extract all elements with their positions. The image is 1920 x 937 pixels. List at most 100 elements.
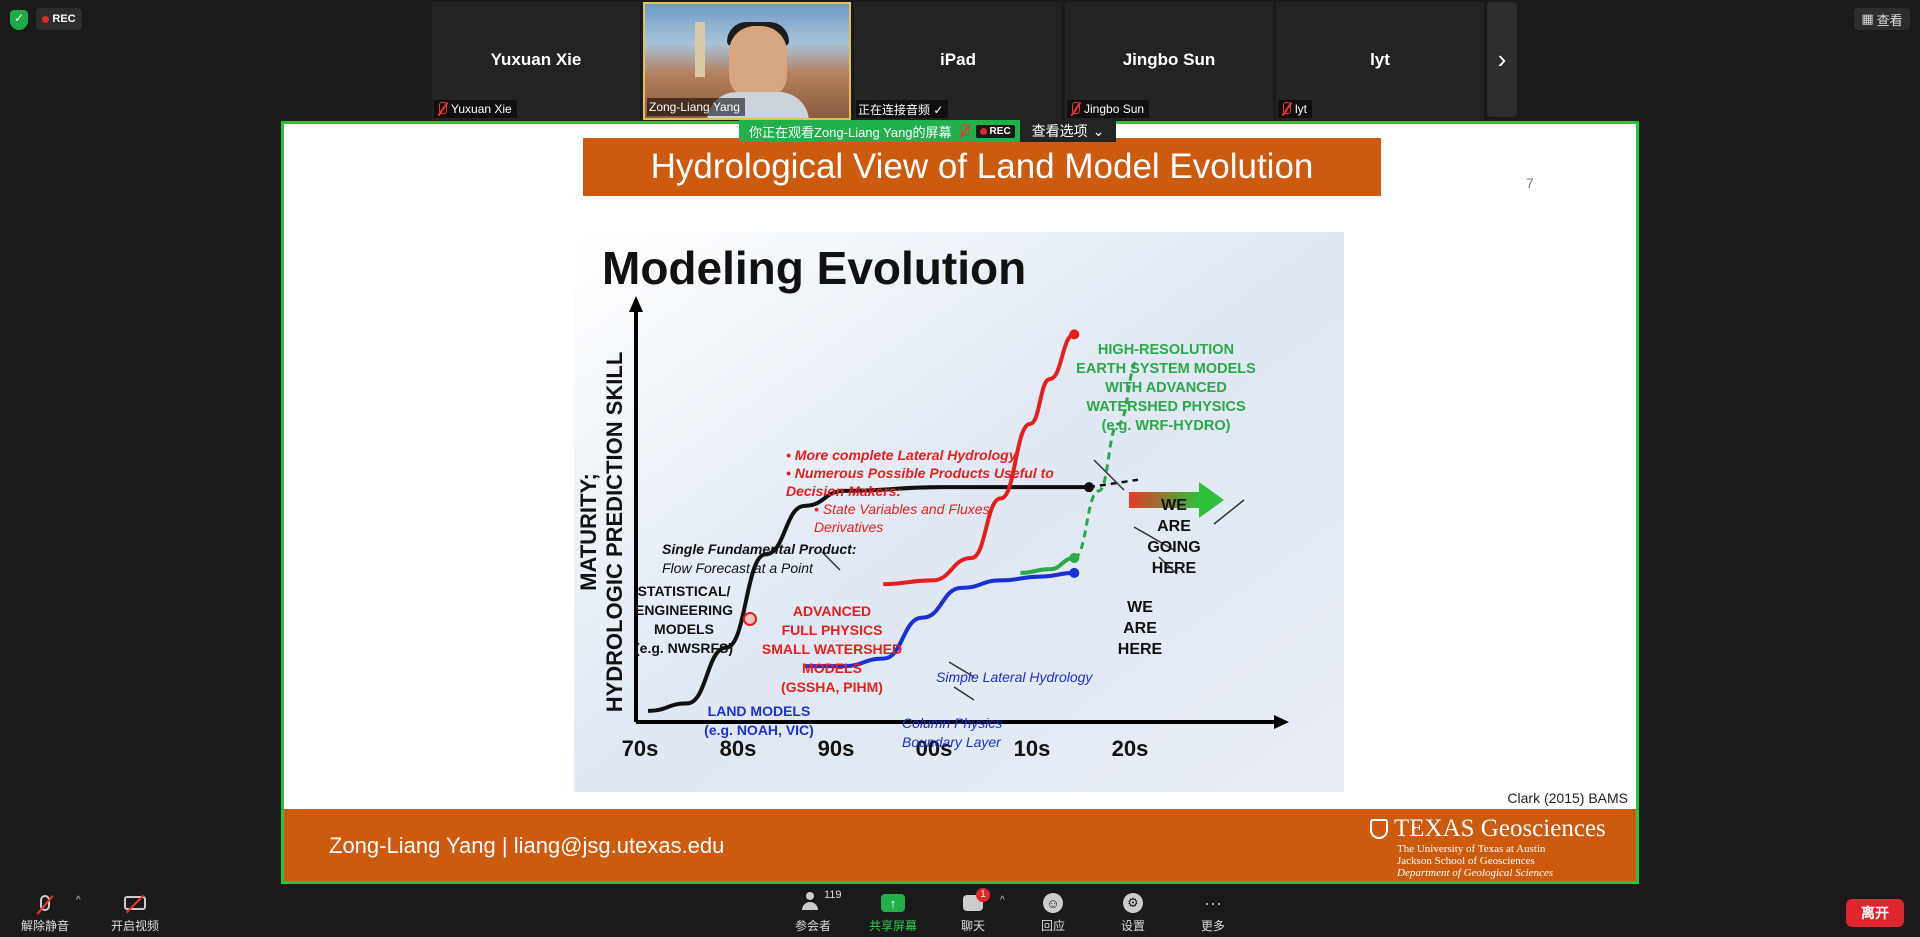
series-line-dashed — [1073, 358, 1139, 560]
participant-tile[interactable]: Jingbo Sun Jingbo Sun — [1065, 2, 1273, 120]
participant-tag-label: lyt — [1295, 102, 1307, 116]
participant-tag: lyt — [1278, 100, 1312, 118]
audio-options-caret-icon[interactable]: ^ — [76, 895, 81, 906]
mic-muted-icon — [1280, 102, 1292, 116]
background-tower — [695, 22, 705, 77]
settings-label: 设置 — [1120, 919, 1145, 933]
modeling-evolution-figure: Modeling Evolution 70s 80s 90s 00s 10s 20s MAT… — [574, 232, 1344, 792]
red-bullet: Decision Makers: — [786, 483, 901, 499]
participant-name: lyt — [1370, 50, 1390, 69]
share-screen-button[interactable]: ↑ 共享屏幕 — [858, 891, 928, 934]
green-annotation: (e.g. WRF-HYDRO) — [1102, 418, 1231, 434]
green-annotation: WITH ADVANCED — [1105, 380, 1227, 396]
participant-name: Jingbo Sun — [1122, 50, 1216, 69]
speaker-face — [729, 26, 787, 98]
green-annotation: HIGH-RESOLUTION — [1098, 342, 1234, 358]
mic-muted-icon — [40, 895, 50, 911]
reactions-button[interactable]: ☺ 回应 — [1018, 891, 1088, 934]
red-bullet: • More complete Lateral Hydrology — [786, 447, 1018, 463]
footer-author-email: Zong-Liang Yang | liang@jsg.utexas.edu — [329, 833, 725, 858]
stat-model-label: (e.g. NWSRFS) — [635, 640, 733, 656]
advanced-label: FULL PHYSICS — [782, 622, 883, 638]
series-line-solid — [1020, 556, 1075, 575]
series-end-point — [1069, 567, 1080, 578]
y-axis-label: MATURITY; HYDROLOGIC PREDICTION SKILL — [576, 352, 627, 713]
chart-background — [574, 232, 1344, 792]
transition-arrow-body — [1129, 492, 1199, 508]
chat-unread-badge: 1 — [976, 888, 990, 902]
slide-title: Hydrological View of Land Model Evolutio… — [583, 138, 1381, 196]
advanced-label: SMALL WATERSHED — [762, 641, 902, 657]
view-options-button[interactable]: 查看选项 ⌄ — [1019, 120, 1117, 142]
column-physics-label: Column Physics — [902, 715, 1002, 731]
gear-icon: ⚙ — [1123, 893, 1143, 913]
we-are-here-label: WE — [1127, 599, 1153, 616]
participant-count: 119 — [824, 889, 842, 901]
meeting-toolbar: 解除静音 ^ 开启视频 119 参会者 ↑ 共享屏幕 1 聊天 ^ ☺ 回应 ⚙… — [0, 887, 1920, 937]
land-models-label: (e.g. NOAH, VIC) — [704, 722, 814, 738]
black-dashed-extension — [1088, 478, 1139, 489]
active-speaker-tile[interactable]: Zong-Liang Yang — [643, 2, 851, 120]
ut-seal-icon — [1370, 819, 1388, 839]
going-here-label: WE — [1161, 497, 1187, 514]
participants-button[interactable]: 119 参会者 — [778, 889, 848, 934]
ut-geosciences-logo: TEXAS Geosciences The University of Texa… — [1370, 815, 1630, 879]
y-axis-label-line2: HYDROLOGIC PREDICTION SKILL — [602, 352, 627, 713]
going-here-label: GOING — [1147, 539, 1200, 556]
x-axis-arrow — [1274, 715, 1289, 729]
participants-icon — [802, 892, 824, 910]
next-page-chevron-icon[interactable]: › — [1487, 2, 1517, 117]
start-video-button[interactable]: 开启视频 — [100, 891, 170, 934]
recording-label: REC — [52, 13, 76, 25]
view-label: 查看 — [1876, 12, 1903, 28]
participant-tile[interactable]: lyt lyt — [1276, 2, 1484, 120]
start-video-label: 开启视频 — [110, 919, 159, 933]
participant-tag: Yuxuan Xie — [434, 100, 517, 118]
view-button[interactable]: ▦ 查看 — [1854, 8, 1910, 30]
black-heading: Single Fundamental Product: — [662, 541, 856, 557]
x-tick-label: 20s — [1112, 736, 1149, 761]
x-tick-label: 00s — [916, 736, 953, 761]
banner-rec-label: REC — [989, 125, 1011, 137]
share-screen-icon: ↑ — [881, 894, 905, 912]
pointer-arrow — [1093, 459, 1125, 491]
simple-lateral-label: Simple Lateral Hydrology — [936, 669, 1093, 685]
leave-button[interactable]: 离开 — [1846, 899, 1904, 927]
going-here-label: HERE — [1152, 560, 1197, 577]
logo-line2: Jackson School of Geosciences — [1397, 855, 1535, 867]
shared-screen: Hydrological View of Land Model Evolutio… — [281, 121, 1639, 884]
column-physics-label: Boundary Layer — [902, 734, 1002, 750]
unmute-button[interactable]: 解除静音 — [10, 891, 80, 934]
security-shield-icon[interactable] — [10, 10, 28, 30]
going-here-label: ARE — [1157, 518, 1191, 535]
we-are-here-label: HERE — [1118, 641, 1163, 658]
viewing-text: 你正在观看Zong-Liang Yang的屏幕 — [749, 124, 952, 140]
participant-tile[interactable]: iPad 正在连接音频 ✓ — [854, 2, 1062, 120]
mic-muted-icon — [436, 102, 448, 116]
more-button[interactable]: ··· 更多 — [1178, 891, 1248, 934]
red-bullet: • Numerous Possible Products Useful to — [786, 465, 1054, 481]
series-end-point — [1069, 329, 1080, 340]
participant-tag-label: Yuxuan Xie — [451, 102, 512, 116]
chat-options-caret-icon[interactable]: ^ — [1000, 895, 1005, 906]
presenter-mic-icon — [958, 124, 970, 138]
series-end-point — [1069, 553, 1080, 563]
logo-line1: The University of Texas at Austin — [1397, 843, 1546, 855]
view-options-label: 查看选项 — [1031, 123, 1088, 139]
participant-tile[interactable]: Yuxuan Xie Yuxuan Xie — [432, 2, 640, 120]
x-tick-label: 70s — [622, 736, 659, 761]
participant-tag-label: Zong-Liang Yang — [649, 100, 740, 114]
share-screen-label: 共享屏幕 — [868, 919, 917, 933]
chart-svg: Modeling Evolution 70s 80s 90s 00s 10s 20s MAT… — [574, 232, 1344, 792]
grid-icon: ▦ — [1861, 11, 1874, 26]
recording-badge[interactable]: REC — [36, 8, 82, 30]
banner-rec-badge: REC — [975, 124, 1015, 138]
pointer-arrow — [953, 686, 975, 701]
logo-line3: Department of Geological Sciences — [1397, 867, 1554, 879]
chat-button[interactable]: 1 聊天 — [938, 888, 1008, 934]
transition-arrow-head — [1199, 482, 1224, 518]
settings-button[interactable]: ⚙ 设置 — [1098, 891, 1168, 934]
participant-tag: Zong-Liang Yang — [647, 98, 745, 116]
pointer-arrow — [1213, 499, 1245, 525]
